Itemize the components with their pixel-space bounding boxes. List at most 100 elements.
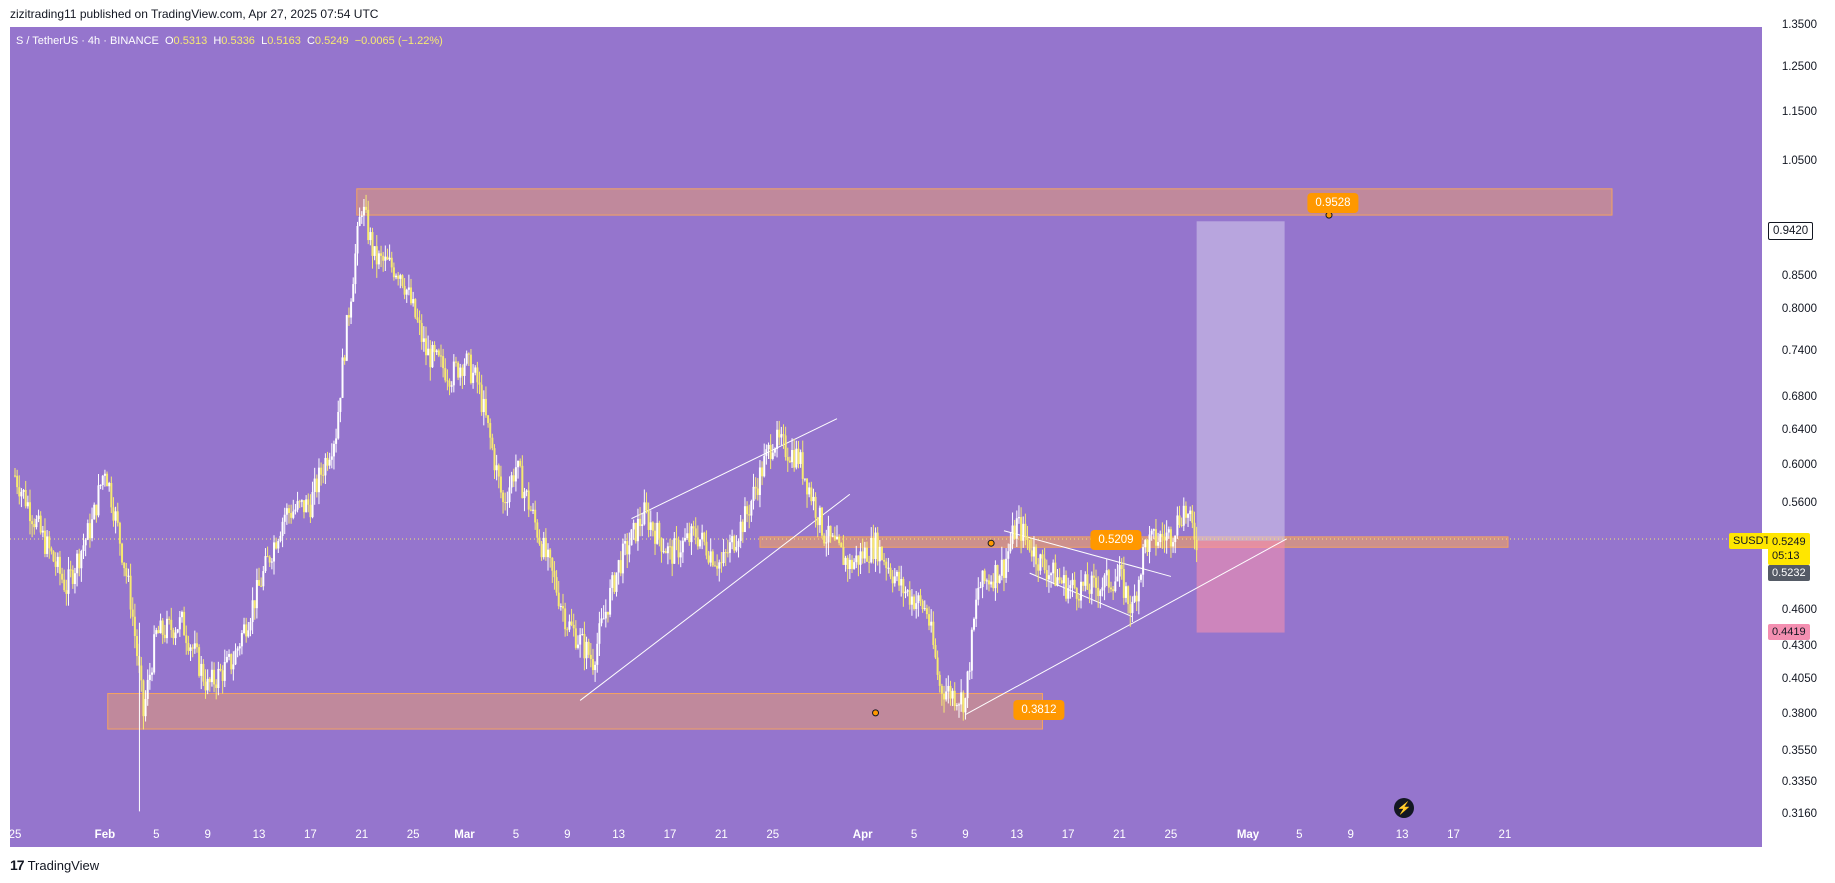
candle-body (737, 541, 740, 547)
candle-body (1137, 579, 1140, 602)
candle-body (591, 658, 594, 671)
candle-body (148, 674, 151, 680)
candle-body (517, 460, 520, 468)
candle-body (930, 621, 933, 626)
candle-body (504, 502, 507, 504)
candle-body (412, 299, 415, 304)
chart-plot-area[interactable] (10, 27, 1762, 847)
y-tick-label: 0.3800 (1781, 707, 1817, 720)
candle-body (547, 549, 550, 558)
candle-body (1032, 546, 1035, 557)
candle-body (1154, 529, 1157, 546)
candle-body (883, 559, 886, 562)
support-level-bubble[interactable]: 0.3812 (1013, 700, 1065, 720)
candle-body (1131, 601, 1134, 614)
candle-body (249, 622, 252, 631)
candle-body (65, 590, 68, 594)
candle-body (467, 353, 470, 355)
candle-body (41, 530, 44, 533)
candle-body (279, 535, 282, 541)
candle-body (583, 634, 586, 659)
candle-body (1043, 558, 1046, 571)
y-tick-label: 0.6400 (1781, 424, 1817, 437)
price-axis[interactable] (1762, 27, 1835, 847)
candle-body (981, 570, 984, 588)
candle-body (392, 267, 395, 278)
candle-body (519, 460, 522, 466)
footer-brand: 17 TradingView (10, 857, 99, 873)
candle-body (285, 508, 288, 515)
candle-body (320, 467, 323, 475)
candle-body (855, 555, 858, 563)
candle-body (977, 587, 980, 600)
candle-body (223, 662, 226, 681)
resistance-level-bubble[interactable]: 0.9528 (1307, 193, 1359, 213)
candle-body (791, 449, 794, 463)
candle-body (752, 486, 755, 502)
candle-body (604, 611, 607, 619)
candle-body (722, 552, 725, 564)
candle-body (955, 705, 958, 707)
candle-body (22, 489, 25, 492)
candle-body (1191, 510, 1194, 523)
candle-body (966, 671, 969, 699)
candle-body (80, 550, 83, 569)
candle-body (594, 664, 597, 671)
candle-body (198, 647, 201, 676)
candle-body (887, 567, 890, 569)
candle-body (71, 569, 74, 584)
candle-body (1026, 536, 1029, 540)
candle-body (836, 536, 838, 540)
y-tick-label: 0.3550 (1781, 744, 1817, 757)
candle-body (48, 536, 51, 549)
candle-body (442, 356, 445, 369)
pivot-level-bubble[interactable]: 0.5209 (1090, 530, 1142, 550)
candle-body (651, 522, 654, 531)
y-tick-label: 0.6000 (1781, 459, 1817, 472)
y-tick-label: 1.2500 (1781, 60, 1817, 73)
candle-body (821, 507, 824, 536)
target-price-badge: 0.9420 (1768, 222, 1814, 240)
candle-body (268, 556, 271, 563)
candle-body (885, 561, 888, 569)
candle-body (782, 434, 785, 436)
x-tick-label: 25 (406, 829, 420, 841)
candle-body (814, 496, 817, 518)
candle-body (985, 580, 988, 582)
candle-body (420, 323, 423, 342)
candle-body (410, 287, 413, 304)
x-tick-label: 5 (153, 829, 160, 841)
candle-body (317, 467, 320, 493)
candle-body (671, 546, 674, 564)
flash-icon[interactable]: ⚡ (1394, 798, 1414, 818)
candle-body (684, 538, 687, 541)
candle-body (240, 633, 243, 647)
candle-body (1105, 570, 1108, 576)
y-tick-label: 0.5600 (1781, 496, 1817, 509)
last-price: 0.5249 (1772, 536, 1806, 548)
resistance-zone (356, 188, 1613, 216)
candle-body (1088, 589, 1091, 594)
candle-body (1009, 543, 1012, 552)
candle-body (1150, 530, 1153, 535)
candle-body (1071, 579, 1074, 586)
candle-body (1095, 577, 1098, 588)
candle-body (1054, 562, 1057, 586)
candle-body (701, 532, 704, 540)
candle-body (399, 275, 402, 279)
candle-body (133, 616, 136, 637)
x-tick-label: Apr (852, 829, 873, 841)
candle-body (968, 670, 971, 672)
candle-body (178, 617, 181, 630)
candle-body (210, 669, 213, 683)
candle-body (602, 618, 605, 620)
candle-body (407, 287, 410, 290)
x-tick-label: 13 (252, 829, 266, 841)
candle-body (664, 551, 667, 554)
candle-body (1159, 533, 1162, 543)
candle-body (600, 618, 603, 624)
candle-body (495, 465, 498, 471)
candle-body (264, 556, 267, 572)
candle-body (416, 317, 419, 321)
